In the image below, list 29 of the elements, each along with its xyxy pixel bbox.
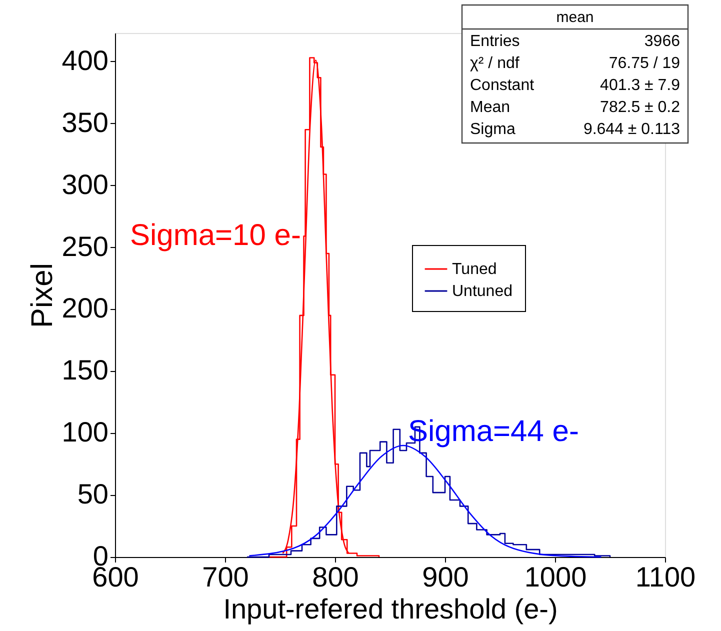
annotation: Sigma (470, 121, 516, 138)
annotation: χ² / ndf (470, 55, 520, 72)
y-tick-label: 400 (62, 44, 108, 76)
annotation: Mean (470, 99, 510, 116)
annotation: 401.3 ± 7.9 (600, 77, 680, 94)
y-tick-label: 50 (77, 478, 108, 510)
legend-label: Tuned (452, 261, 497, 278)
y-tick-label: 300 (62, 168, 108, 200)
annotation: 3966 (644, 33, 680, 50)
x-tick-label: 1100 (635, 562, 696, 592)
y-tick-label: 200 (62, 292, 108, 324)
y-tick-label: 150 (62, 354, 108, 386)
y-tick-label: 100 (62, 416, 108, 448)
x-axis-title: Input-refered threshold (e-) (223, 594, 558, 624)
x-tick-label: 1000 (524, 562, 587, 592)
legend-label: Untuned (452, 283, 512, 300)
x-tick-label: 800 (312, 562, 359, 592)
annotation: 76.75 / 19 (608, 55, 680, 72)
annotation: 782.5 ± 0.2 (600, 99, 680, 116)
y-tick-label: 250 (62, 230, 108, 262)
annotation: Sigma=10 e- (130, 219, 301, 252)
x-tick-label: 700 (202, 562, 249, 592)
annotation: 9.644 ± 0.113 (583, 121, 680, 138)
y-tick-label: 350 (62, 106, 108, 138)
annotation: Entries (470, 33, 520, 50)
text: mean (556, 9, 594, 26)
x-tick-label: 900 (422, 562, 469, 592)
y-axis-title: Pixel (26, 262, 59, 328)
annotation: Constant (470, 77, 535, 94)
